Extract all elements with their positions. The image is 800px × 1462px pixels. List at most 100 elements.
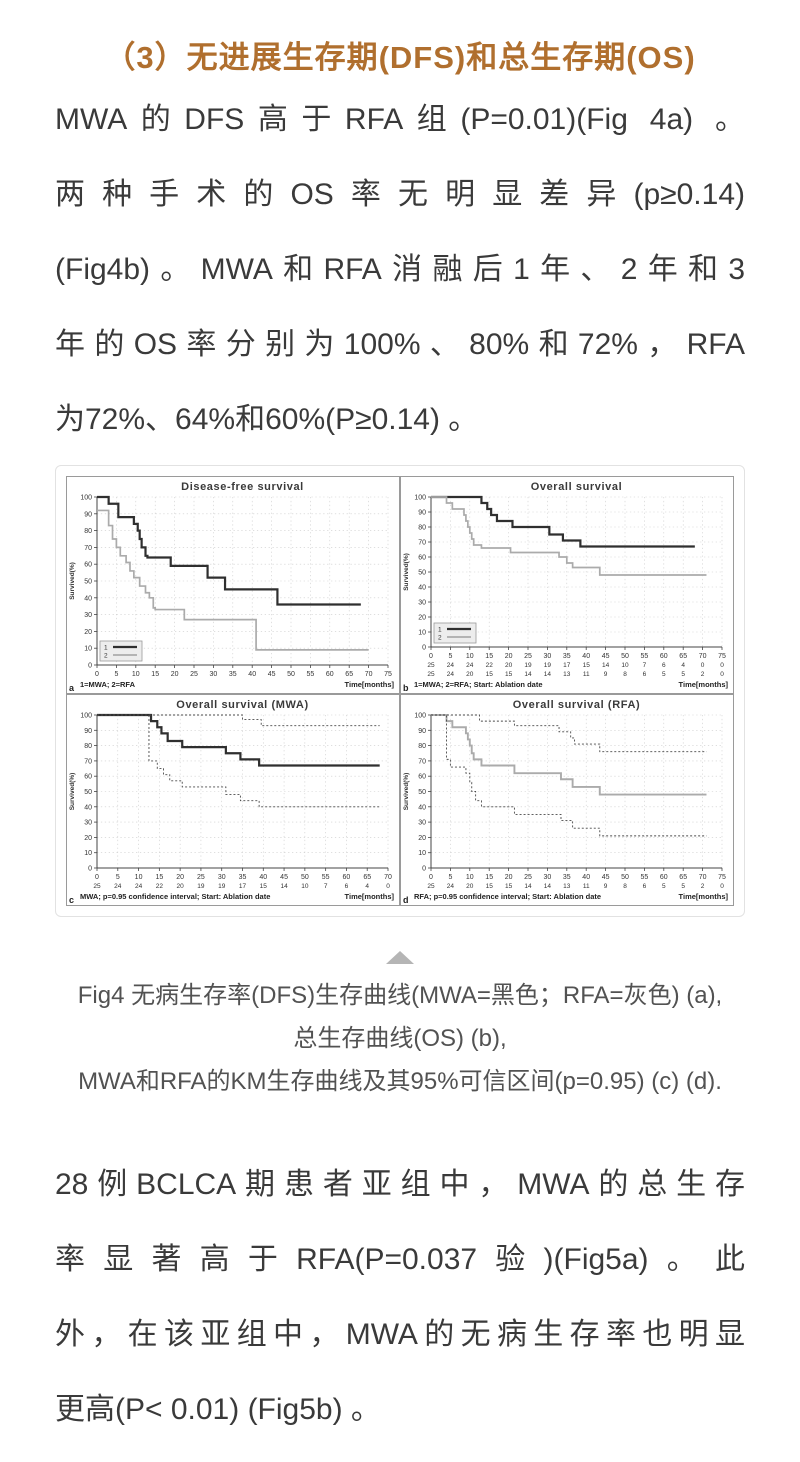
paragraph-1-line-5: 为72%、64%和60%(P≥0.14) 。	[55, 403, 479, 436]
svg-text:30: 30	[418, 820, 426, 827]
svg-text:4: 4	[365, 883, 369, 890]
km-panel-overall-survival-rfa: Overall survival (RFA) 0 10 20 30 40 50 60 70 80 9…	[400, 694, 734, 906]
svg-text:13: 13	[563, 671, 571, 678]
svg-text:4: 4	[681, 662, 685, 669]
svg-text:60: 60	[660, 653, 668, 660]
section-heading: （3）无进展生存期(DFS)和总生存期(OS)	[104, 40, 696, 75]
svg-text:19: 19	[197, 883, 205, 890]
svg-text:20: 20	[177, 883, 185, 890]
svg-text:15: 15	[151, 671, 159, 678]
svg-text:50: 50	[84, 579, 92, 586]
svg-text:50: 50	[287, 671, 295, 678]
svg-text:2: 2	[701, 883, 705, 890]
svg-text:11: 11	[583, 883, 590, 890]
svg-text:Time[months]: Time[months]	[679, 680, 729, 689]
svg-text:25: 25	[197, 874, 205, 881]
svg-text:0: 0	[429, 874, 433, 881]
svg-text:55: 55	[322, 874, 330, 881]
svg-text:40: 40	[259, 874, 267, 881]
svg-text:80: 80	[418, 743, 426, 750]
svg-text:25: 25	[524, 653, 532, 660]
svg-text:15: 15	[155, 874, 163, 881]
svg-text:15: 15	[260, 883, 268, 890]
svg-text:15: 15	[505, 671, 513, 678]
svg-text:40: 40	[248, 671, 256, 678]
svg-text:24: 24	[135, 883, 143, 890]
km-panel-disease-free-survival: Disease-free survival 0 10 20 30 40 50 60 70 80 90…	[66, 476, 400, 694]
svg-text:17: 17	[563, 662, 571, 669]
svg-text:10: 10	[135, 874, 143, 881]
svg-text:65: 65	[345, 671, 353, 678]
svg-text:2: 2	[438, 635, 442, 642]
article-page: （3）无进展生存期(DFS)和总生存期(OS) MWA的DFS高于RFA组(P=…	[0, 36, 800, 1447]
svg-text:45: 45	[280, 874, 288, 881]
svg-text:5: 5	[116, 874, 120, 881]
svg-text:0: 0	[720, 883, 724, 890]
svg-text:100: 100	[414, 713, 426, 720]
svg-text:20: 20	[176, 874, 184, 881]
paragraph-1-line-2: 两种手术的OS率无明显差异(p≥0.14)	[55, 178, 745, 211]
svg-text:20: 20	[418, 835, 426, 842]
svg-text:20: 20	[84, 629, 92, 636]
svg-text:20: 20	[505, 653, 513, 660]
svg-text:19: 19	[544, 662, 552, 669]
svg-text:90: 90	[84, 728, 92, 735]
triangle-up-icon[interactable]	[386, 951, 414, 964]
svg-text:20: 20	[505, 874, 513, 881]
svg-text:0: 0	[95, 874, 99, 881]
svg-text:20: 20	[505, 662, 513, 669]
svg-text:24: 24	[466, 662, 474, 669]
svg-text:1: 1	[438, 627, 442, 634]
svg-text:Overall survival: Overall survival	[531, 481, 623, 493]
paragraph-2-line-1: 28例BCLCA期患者亚组中，MWA的总生存	[55, 1168, 745, 1201]
paragraph-1: MWA的DFS高于RFA组(P=0.01)(Fig 4a) 。 两种手术的OS率…	[55, 82, 745, 457]
svg-text:15: 15	[505, 883, 513, 890]
svg-text:5: 5	[662, 671, 666, 678]
svg-text:14: 14	[280, 883, 288, 890]
svg-text:0: 0	[88, 866, 92, 873]
svg-text:40: 40	[418, 585, 426, 592]
svg-text:2: 2	[104, 653, 108, 660]
svg-text:Survived(%): Survived(%)	[69, 562, 76, 600]
svg-text:14: 14	[602, 662, 610, 669]
svg-text:6: 6	[643, 671, 647, 678]
svg-text:60: 60	[418, 555, 426, 562]
svg-text:35: 35	[239, 874, 247, 881]
svg-text:25: 25	[427, 671, 435, 678]
svg-text:50: 50	[418, 570, 426, 577]
svg-text:0: 0	[429, 653, 433, 660]
svg-text:14: 14	[544, 883, 552, 890]
paragraph-2: 28例BCLCA期患者亚组中，MWA的总生存 率显著高于RFA(P=0.037验…	[55, 1147, 745, 1447]
svg-text:30: 30	[84, 820, 92, 827]
svg-text:Time[months]: Time[months]	[679, 892, 729, 901]
svg-text:24: 24	[447, 883, 455, 890]
svg-text:Disease-free survival: Disease-free survival	[181, 481, 304, 493]
svg-text:40: 40	[582, 653, 590, 660]
svg-text:24: 24	[447, 671, 455, 678]
svg-text:a: a	[69, 683, 75, 693]
svg-text:Time[months]: Time[months]	[345, 892, 395, 901]
svg-text:b: b	[403, 683, 409, 693]
svg-text:60: 60	[84, 562, 92, 569]
svg-text:75: 75	[384, 671, 392, 678]
svg-text:70: 70	[84, 545, 92, 552]
svg-text:50: 50	[621, 874, 629, 881]
svg-text:5: 5	[681, 883, 685, 890]
svg-text:22: 22	[486, 662, 494, 669]
svg-text:50: 50	[621, 653, 629, 660]
svg-text:90: 90	[84, 511, 92, 518]
svg-text:6: 6	[643, 883, 647, 890]
svg-text:40: 40	[582, 874, 590, 881]
svg-text:15: 15	[583, 662, 591, 669]
svg-text:10: 10	[418, 630, 426, 637]
svg-text:75: 75	[718, 874, 726, 881]
km-panel-overall-survival-mwa: Overall survival (MWA) 0 10 20 30 40 50 60 70 80 9…	[66, 694, 400, 906]
svg-text:25: 25	[93, 883, 101, 890]
svg-text:30: 30	[544, 653, 552, 660]
svg-text:25: 25	[427, 883, 435, 890]
svg-text:100: 100	[80, 495, 92, 502]
svg-text:17: 17	[239, 883, 247, 890]
svg-text:10: 10	[84, 850, 92, 857]
svg-text:6: 6	[345, 883, 349, 890]
svg-text:60: 60	[326, 671, 334, 678]
